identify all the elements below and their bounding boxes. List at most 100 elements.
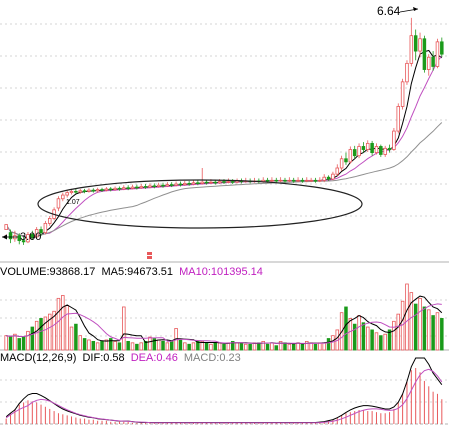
volume-bar (313, 343, 318, 351)
volume-bar (126, 340, 130, 351)
volume-bar (248, 343, 252, 351)
candle (366, 140, 370, 152)
candle-body (326, 176, 331, 180)
volume-bar (91, 340, 96, 351)
volume-bar (235, 342, 239, 351)
candle (435, 38, 440, 69)
candle (339, 155, 344, 172)
volume-bar (383, 333, 387, 351)
candle (409, 17, 414, 67)
candle (313, 177, 318, 183)
high-price-label: 6.64 (377, 4, 401, 18)
candle (370, 140, 374, 156)
candle (344, 152, 348, 165)
volume-bar (405, 283, 409, 351)
volume-bar (139, 342, 143, 351)
candle-body (204, 181, 209, 184)
volume-bar (187, 343, 191, 351)
volume-bar (108, 338, 113, 351)
candle (156, 182, 161, 188)
volume-bar (300, 343, 305, 351)
volume-bar (435, 312, 440, 351)
volume-bar (396, 313, 401, 351)
candle-body (78, 190, 82, 193)
volume-bar (196, 340, 200, 351)
candle (431, 51, 435, 71)
candle-body (30, 234, 35, 238)
candle (130, 184, 135, 190)
candle-body (165, 184, 170, 187)
candle-body (65, 192, 69, 196)
volume-bar (161, 340, 165, 351)
candle (43, 220, 48, 235)
candle (379, 144, 383, 157)
candle-body (431, 56, 435, 67)
volume-bar (122, 306, 126, 351)
candle (8, 229, 13, 244)
candle (400, 78, 405, 110)
candle-body (113, 187, 117, 190)
event-marker (147, 252, 152, 259)
candle (278, 177, 283, 183)
volume-bar (152, 338, 157, 351)
candle (139, 184, 143, 189)
volume-bar (296, 342, 300, 351)
candle (152, 183, 157, 189)
candle-body (152, 185, 157, 188)
candle (361, 142, 366, 153)
candle-body (200, 181, 204, 184)
volume-bar (244, 343, 248, 351)
candle-body (348, 149, 353, 163)
candle-body (357, 146, 361, 157)
volume-bar (344, 306, 348, 351)
candle-body (17, 235, 21, 242)
volume-bar (30, 326, 35, 351)
volume-ma-lines (6, 295, 443, 345)
candle-body (270, 179, 274, 182)
candle (352, 145, 357, 159)
volume-bar (226, 342, 231, 351)
candle-body (396, 106, 401, 132)
candle-body (130, 186, 135, 189)
volume-bars (4, 283, 444, 351)
candle-body (169, 184, 174, 186)
volume-bar (361, 322, 366, 351)
volume-bar (21, 336, 26, 351)
candle (300, 177, 305, 183)
volume-bar (117, 342, 122, 351)
volume-ma10-line (6, 303, 442, 344)
volume-bar (74, 323, 78, 351)
volume-bar (8, 336, 13, 351)
candle (196, 180, 200, 186)
volume-bar (52, 310, 56, 351)
candle-body (387, 147, 392, 150)
candle-body (117, 187, 122, 190)
candle (135, 184, 139, 190)
volume-bar (287, 343, 292, 351)
candle (440, 37, 444, 58)
candle (143, 184, 148, 189)
volume-bar (69, 326, 74, 351)
volume-bar (392, 320, 396, 351)
candle (47, 216, 52, 226)
candle (183, 180, 187, 186)
candle-body (422, 38, 427, 70)
high-arrow (399, 7, 419, 13)
candle-body (230, 181, 235, 183)
candle-body (413, 35, 418, 52)
candle-body (370, 142, 374, 154)
candle-body (139, 186, 143, 189)
candle-body (95, 189, 100, 192)
volume-bar (230, 340, 235, 351)
macd-lines (5, 357, 443, 424)
candle (230, 179, 235, 184)
volume-bar (318, 342, 322, 351)
candle (318, 177, 322, 183)
candle-body (187, 182, 191, 185)
candle (187, 180, 191, 186)
volume-bar (291, 343, 296, 351)
volume-bar (366, 326, 370, 351)
candle (392, 128, 396, 151)
candle (396, 103, 401, 134)
candle-body (309, 179, 313, 182)
